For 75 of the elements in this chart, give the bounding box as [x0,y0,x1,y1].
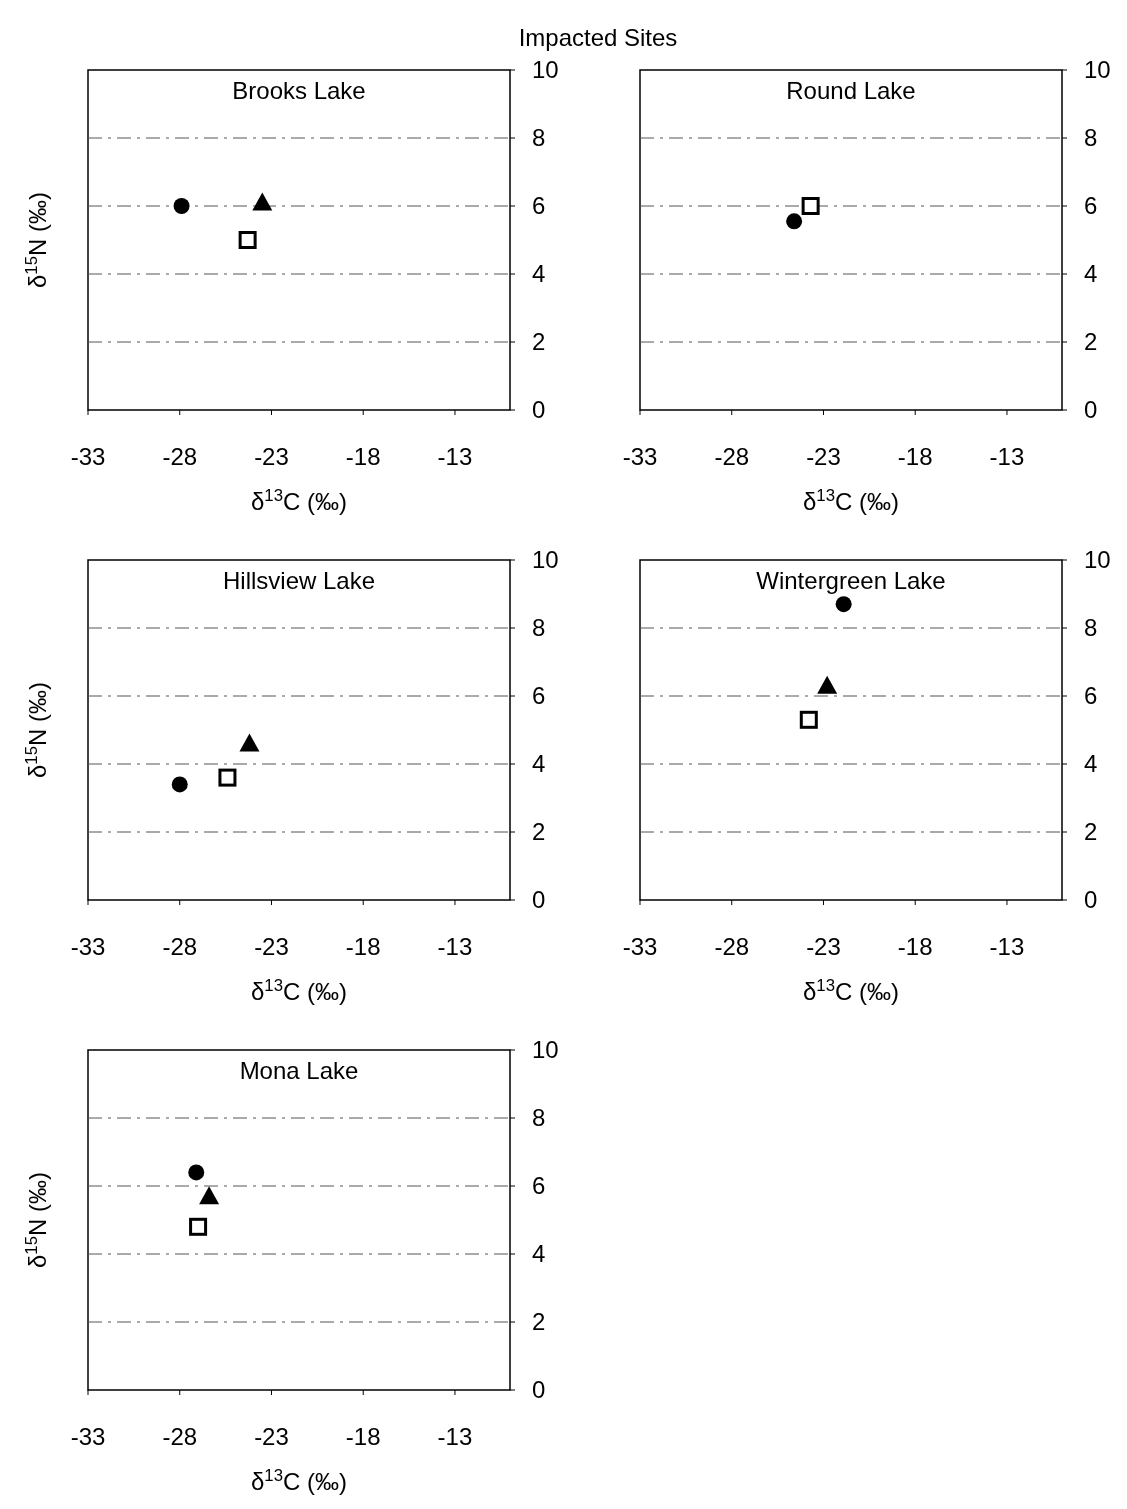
y-tick-label: 10 [1084,546,1111,573]
x-tick-label: -13 [437,1423,473,1450]
x-tick-label: -33 [70,443,106,470]
x-axis-title: δ$^{13}$C (‰) [250,1465,348,1495]
x-axis-title: δ$^{13}$C (‰) [802,975,900,1005]
chart-title: Round Lake [786,77,916,104]
x-axis-title: δ$^{13}$C (‰) [250,485,348,515]
x-tick-label: -13 [437,933,473,960]
x-tick-label: -33 [70,933,106,960]
y-tick-label: 8 [532,124,546,151]
y-tick-label: 10 [532,1036,559,1063]
point [252,192,273,211]
y-tick-label: 8 [532,614,546,641]
x-tick-label: -23 [806,933,841,960]
x-tick-label: -13 [989,933,1025,960]
point [238,231,257,249]
x-tick-label: -23 [254,1423,289,1450]
x-axis-title: δ$^{13}$C (‰) [802,485,900,515]
x-tick-label: -18 [345,933,381,960]
x-tick-label: -18 [897,443,933,470]
x-tick-label: -18 [345,1423,381,1450]
y-tick-label: 0 [532,1376,546,1403]
chart-title: Wintergreen Lake [756,567,946,594]
x-tick-label: -23 [254,443,289,470]
chart-title: Brooks Lake [232,77,366,104]
point [799,710,818,729]
x-tick-label: -18 [897,933,933,960]
x-tick-label: -33 [622,443,658,470]
y-tick-label: 6 [532,682,546,709]
x-tick-label: -28 [162,933,198,960]
point [199,1186,220,1205]
chart-title: Hillsview Lake [222,567,376,594]
y-tick-label: 2 [532,1308,546,1335]
y-tick-label: 10 [1084,56,1111,83]
x-tick-label: -13 [989,443,1025,470]
point [173,198,190,214]
y-tick-label: 4 [532,750,546,777]
y-tick-label: 6 [1084,192,1098,219]
y-tick-label: 0 [532,886,546,913]
text: Impacted Sites [518,24,678,51]
x-tick-label: -33 [622,933,658,960]
y-tick-label: 4 [532,1240,546,1267]
y-tick-label: 4 [1084,750,1098,777]
y-tick-label: 0 [1084,396,1098,423]
y-tick-label: 6 [1084,682,1098,709]
y-tick-label: 8 [532,1104,546,1131]
y-tick-label: 6 [532,1172,546,1199]
x-tick-label: -28 [714,443,750,470]
x-axis-title: δ$^{13}$C (‰) [250,975,348,1005]
x-tick-label: -23 [254,933,289,960]
x-tick-label: -33 [70,1423,106,1450]
point [188,1164,205,1181]
x-tick-label: -13 [437,443,473,470]
y-tick-label: 6 [532,192,546,219]
y-tick-label: 4 [1084,260,1098,287]
y-tick-label: 2 [532,328,546,355]
y-tick-label: 2 [1084,818,1098,845]
y-tick-label: 2 [1084,328,1098,355]
point [189,1217,208,1236]
y-tick-label: 8 [1084,614,1098,641]
y-tick-label: 2 [532,818,546,845]
y-tick-label: 8 [1084,124,1098,151]
x-tick-label: -28 [162,443,198,470]
x-tick-label: -18 [345,443,381,470]
point [817,675,838,694]
y-tick-label: 10 [532,546,559,573]
x-tick-label: -28 [714,933,750,960]
x-tick-label: -23 [806,443,841,470]
x-tick-label: -28 [162,1423,198,1450]
y-tick-label: 4 [532,260,546,287]
y-tick-label: 10 [532,56,559,83]
y-tick-label: 0 [1084,886,1098,913]
y-tick-label: 0 [532,396,546,423]
point [835,596,852,613]
chart-title: Mona Lake [239,1057,359,1084]
